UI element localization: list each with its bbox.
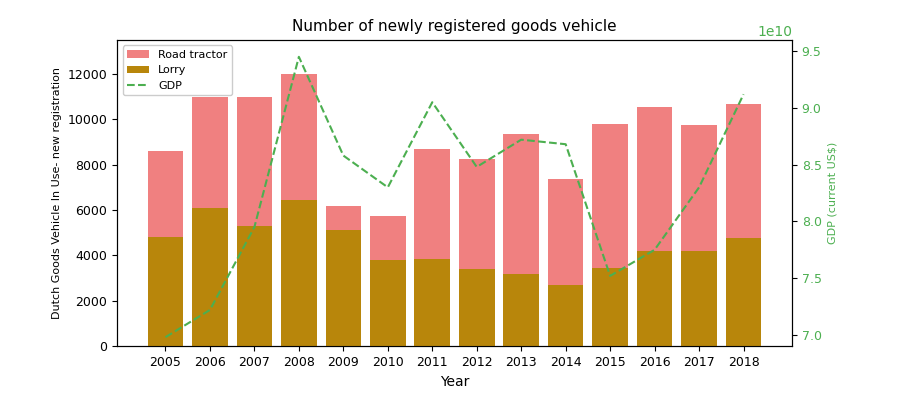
Bar bbox=[237, 226, 272, 346]
Bar bbox=[148, 151, 184, 346]
GDP bbox=[382, 185, 393, 190]
Bar bbox=[725, 105, 761, 346]
GDP bbox=[293, 55, 304, 59]
GDP bbox=[472, 164, 482, 169]
Bar bbox=[725, 238, 761, 346]
Bar bbox=[370, 216, 406, 346]
Bar bbox=[637, 107, 672, 346]
Bar bbox=[459, 269, 494, 346]
Bar bbox=[370, 260, 406, 346]
Bar bbox=[681, 125, 717, 346]
Bar bbox=[415, 149, 450, 346]
GDP bbox=[204, 308, 215, 312]
GDP bbox=[649, 248, 660, 252]
Bar bbox=[192, 208, 228, 346]
Bar bbox=[681, 251, 717, 346]
GDP bbox=[605, 273, 616, 278]
Bar bbox=[415, 259, 450, 346]
GDP bbox=[160, 335, 171, 339]
Bar bbox=[637, 251, 672, 346]
GDP bbox=[561, 142, 572, 146]
Bar bbox=[192, 97, 228, 346]
Bar bbox=[592, 124, 628, 346]
Bar bbox=[326, 230, 361, 346]
Line: GDP: GDP bbox=[166, 57, 743, 337]
Y-axis label: GDP (current US$): GDP (current US$) bbox=[827, 142, 837, 244]
Legend: Road tractor, Lorry, GDP: Road tractor, Lorry, GDP bbox=[122, 45, 232, 96]
GDP bbox=[427, 100, 437, 105]
GDP bbox=[694, 185, 705, 190]
Bar bbox=[503, 134, 539, 346]
Y-axis label: Dutch Goods Vehicle In Use- new registration: Dutch Goods Vehicle In Use- new registra… bbox=[52, 67, 62, 319]
GDP bbox=[516, 137, 526, 142]
Bar bbox=[459, 159, 494, 346]
X-axis label: Year: Year bbox=[440, 375, 469, 388]
Bar bbox=[548, 285, 583, 346]
Bar bbox=[281, 74, 317, 346]
Bar bbox=[548, 179, 583, 346]
GDP bbox=[338, 153, 348, 158]
GDP bbox=[738, 92, 749, 97]
Bar bbox=[237, 97, 272, 346]
Bar bbox=[148, 237, 184, 346]
Bar bbox=[503, 273, 539, 346]
GDP bbox=[249, 225, 260, 230]
Bar bbox=[326, 205, 361, 346]
Title: Number of newly registered goods vehicle: Number of newly registered goods vehicle bbox=[292, 20, 616, 35]
Bar bbox=[592, 268, 628, 346]
Bar bbox=[281, 200, 317, 346]
